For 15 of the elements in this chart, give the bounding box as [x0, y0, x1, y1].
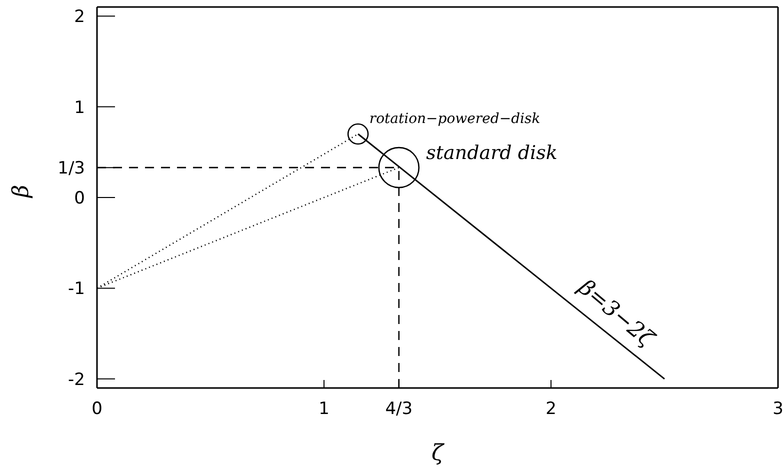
y-tick-label: -2	[68, 370, 85, 390]
x-axis-title: ζ	[432, 441, 446, 466]
x-tick-label: 1	[318, 399, 330, 420]
annotation: rotation−powered−disk	[369, 111, 540, 128]
x-tick-label: 0	[92, 399, 102, 420]
y-tick-label: 2	[74, 7, 85, 28]
annotation: standard disk	[426, 142, 558, 164]
y-tick-label: -1	[68, 279, 85, 300]
x-tick-label: 3	[772, 399, 783, 420]
y-axis-title: β	[8, 184, 34, 198]
x-tick-label: 2	[546, 399, 556, 420]
y-tick-label: 1/3	[58, 158, 85, 179]
x-tick-label: 4/3	[385, 399, 413, 420]
y-tick-label: 0	[74, 188, 85, 209]
y-tick-label: 1	[74, 98, 85, 118]
